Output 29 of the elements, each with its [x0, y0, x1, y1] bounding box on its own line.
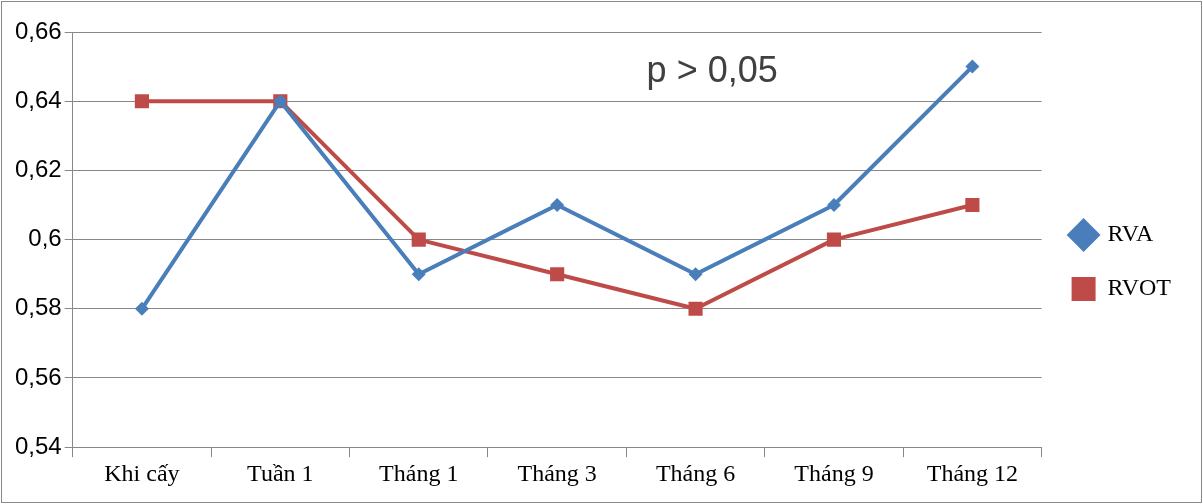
x-tick-label: Tháng 6	[655, 459, 736, 486]
y-tick-label: 0,6	[28, 224, 62, 252]
y-tick-label: 0,66	[14, 16, 62, 44]
x-tick-label: Tháng 9	[794, 459, 874, 486]
annotation: p > 0,05	[646, 48, 778, 90]
point	[134, 94, 149, 109]
point	[965, 59, 980, 74]
point	[134, 301, 149, 316]
point	[411, 232, 426, 247]
x-tick-label: Tháng 1	[379, 459, 459, 486]
y-tick-label: 0,54	[14, 431, 62, 459]
point	[965, 197, 980, 213]
y-tick-label: 0,58	[14, 293, 62, 321]
x-tick-label: Tháng 12	[926, 459, 1019, 486]
y-tick-label: 0,62	[14, 155, 62, 183]
y-tick-label: 0,56	[14, 362, 62, 390]
point	[550, 267, 565, 282]
legend-label: RVA	[1107, 220, 1154, 247]
x-tick-label: Khi cấy	[104, 459, 180, 486]
y-tick-label: 0,64	[14, 85, 62, 113]
point	[550, 198, 565, 212]
point	[411, 267, 426, 282]
legend-label: RVOT	[1107, 274, 1172, 301]
x-tick-label: Tuần 1	[247, 459, 314, 486]
point	[826, 232, 842, 247]
point	[688, 301, 703, 316]
point	[688, 267, 703, 282]
point	[826, 198, 841, 212]
x-tick-label: Tháng 3	[517, 459, 597, 486]
